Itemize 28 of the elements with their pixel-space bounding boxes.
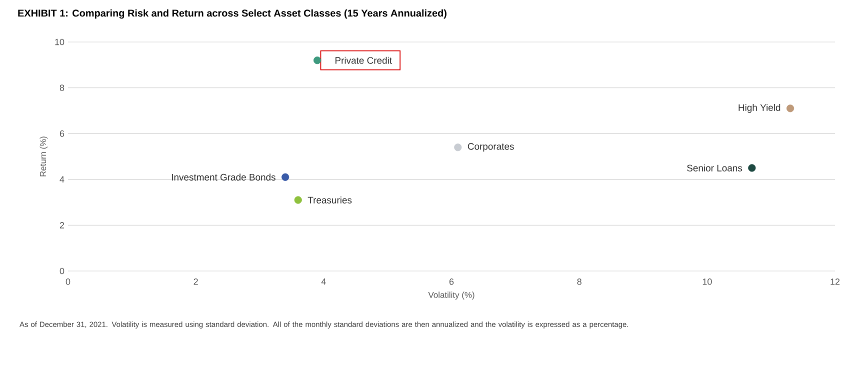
x-tick-label: 2 [194, 278, 198, 285]
series-label: Private Credit [336, 56, 392, 64]
y-tick-label: 0 [60, 268, 64, 274]
series-label: Investment Grade Bonds [172, 174, 276, 181]
x-tick-label: 8 [577, 278, 582, 285]
x-tick-label: 4 [321, 278, 326, 285]
x-tick-label: 10 [702, 278, 712, 285]
x-tick-label: 6 [449, 278, 454, 285]
y-axis-title: Return (%) [40, 136, 48, 176]
x-axis-title: Volatility (%) [428, 292, 474, 300]
chart-title: EXHIBIT 1: Comparing Risk and Return across Select Asset Classes (15 Years Annualized) [18, 9, 446, 19]
y-tick-label: 2 [60, 222, 64, 228]
point [294, 196, 302, 204]
point [748, 164, 756, 172]
series-label: Senior Loans [687, 164, 742, 172]
y-tick-label: 4 [60, 176, 64, 182]
series-label: Treasuries [308, 196, 352, 204]
y-tick-label: 6 [60, 130, 64, 137]
point [282, 173, 290, 181]
point [313, 56, 322, 64]
point [454, 144, 462, 152]
series-label: High Yield [738, 104, 780, 113]
y-tick-label: 8 [60, 84, 64, 91]
series-label: Corporates [468, 143, 514, 152]
y-tick-label: 10 [55, 38, 64, 46]
x-tick-label: 0 [66, 278, 70, 285]
x-tick-label: 12 [830, 278, 840, 285]
point [786, 104, 794, 112]
